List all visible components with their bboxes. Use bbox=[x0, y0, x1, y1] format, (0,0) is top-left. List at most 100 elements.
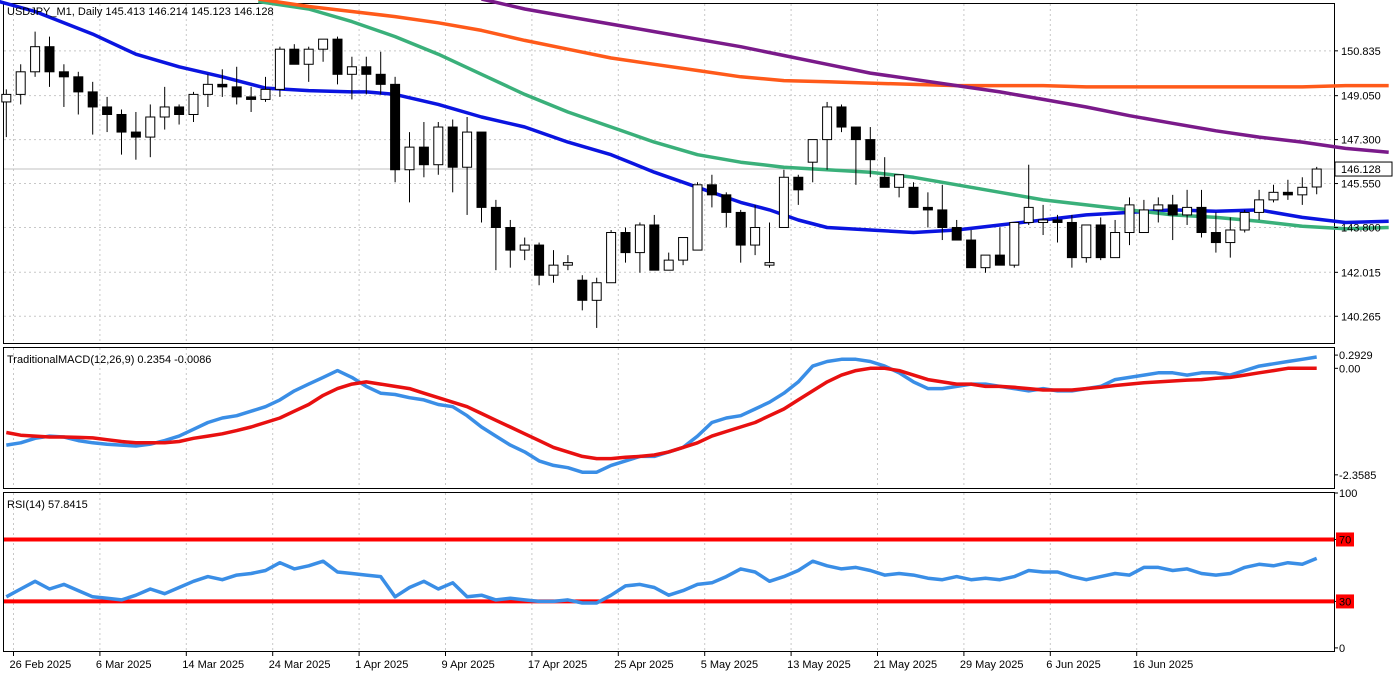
candle-body-down bbox=[865, 139, 876, 161]
candle-body-up bbox=[145, 116, 156, 138]
candle bbox=[620, 227, 631, 263]
candle bbox=[1052, 214, 1063, 243]
candle bbox=[1239, 209, 1250, 233]
candle bbox=[1182, 189, 1193, 225]
candle bbox=[404, 132, 415, 203]
x-axis-date-label: 1 Apr 2025 bbox=[355, 659, 408, 671]
candle-body-up bbox=[692, 184, 703, 251]
candle bbox=[87, 81, 98, 135]
candle bbox=[231, 66, 242, 105]
candle bbox=[807, 139, 818, 183]
candle-body-up bbox=[260, 88, 271, 100]
price-tick-label: 149.050 bbox=[1341, 91, 1381, 103]
candle bbox=[130, 111, 141, 160]
candle-body-up bbox=[1, 93, 12, 103]
rsi-panel-frame bbox=[3, 492, 1335, 652]
candle-body-down bbox=[793, 176, 804, 191]
candle-body-down bbox=[447, 126, 458, 168]
price-tick-label: 150.835 bbox=[1341, 46, 1381, 58]
candle-body-up bbox=[318, 38, 329, 50]
candle bbox=[922, 192, 933, 228]
x-axis-date-label: 16 Jun 2025 bbox=[1133, 659, 1194, 671]
candle-body-down bbox=[1167, 204, 1178, 216]
candle bbox=[1167, 194, 1178, 241]
x-axis-date-label: 26 Feb 2025 bbox=[10, 659, 72, 671]
axis-tick-labels: 150.835 149.050 147.300 145.550 143.800 142.0… bbox=[10, 46, 1393, 671]
x-axis-date-label: 17 Apr 2025 bbox=[528, 659, 587, 671]
candle bbox=[908, 182, 919, 208]
candle-body-up bbox=[346, 66, 357, 75]
candle-body-down bbox=[994, 254, 1005, 266]
candle-body-up bbox=[562, 262, 573, 266]
candle bbox=[894, 174, 905, 198]
candle-body-up bbox=[433, 126, 444, 166]
candle bbox=[865, 127, 876, 178]
rsi-line bbox=[5, 556, 1318, 605]
candle bbox=[476, 131, 487, 223]
candle bbox=[1311, 166, 1322, 195]
candle-body-down bbox=[87, 91, 98, 108]
candle bbox=[634, 222, 645, 273]
candle bbox=[692, 182, 703, 251]
candle bbox=[750, 204, 761, 256]
rsi-tick-label: 100 bbox=[1339, 488, 1357, 500]
candle-body-down bbox=[1282, 191, 1293, 196]
x-axis-date-label: 14 Mar 2025 bbox=[182, 659, 244, 671]
x-axis-date-label: 25 Apr 2025 bbox=[614, 659, 673, 671]
candle bbox=[246, 86, 257, 112]
x-axis-date-label: 13 May 2025 bbox=[787, 659, 851, 671]
candle bbox=[1110, 219, 1121, 259]
candle bbox=[159, 86, 170, 130]
candle bbox=[879, 157, 890, 188]
candle bbox=[202, 74, 213, 107]
candle bbox=[1066, 214, 1077, 268]
candle bbox=[706, 174, 717, 208]
candle bbox=[1153, 197, 1164, 223]
candle-body-up bbox=[822, 106, 833, 141]
candle-body-up bbox=[606, 232, 617, 284]
candle-body-down bbox=[73, 76, 84, 93]
candle-body-down bbox=[418, 146, 429, 166]
candle bbox=[678, 237, 689, 266]
x-axis-date-label: 5 May 2025 bbox=[701, 659, 758, 671]
candle bbox=[577, 275, 588, 311]
candle-body-down bbox=[505, 226, 516, 251]
candle-body-down bbox=[332, 38, 343, 75]
candle bbox=[462, 117, 473, 215]
candle-body-down bbox=[130, 131, 141, 138]
candle bbox=[980, 254, 991, 273]
candle bbox=[1268, 184, 1279, 203]
price-tick-label: 145.550 bbox=[1341, 179, 1381, 191]
candle-body-up bbox=[807, 139, 818, 163]
candle-body-down bbox=[174, 106, 185, 115]
candle-body-down bbox=[649, 224, 660, 271]
candle bbox=[793, 174, 804, 205]
candle-body-down bbox=[246, 96, 257, 100]
candle-body-up bbox=[764, 262, 775, 266]
candle-body-down bbox=[850, 126, 861, 141]
rsi-lines bbox=[4, 537, 1334, 605]
candle-body-down bbox=[534, 244, 545, 276]
candle-body-down bbox=[231, 86, 242, 98]
candle-body-down bbox=[620, 232, 631, 254]
x-axis-date-label: 24 Mar 2025 bbox=[269, 659, 331, 671]
candle bbox=[1210, 212, 1221, 253]
candle bbox=[606, 230, 617, 284]
candle-body-up bbox=[1081, 224, 1092, 259]
candle-body-up bbox=[1110, 232, 1121, 259]
candle-body-down bbox=[1095, 224, 1106, 259]
candle bbox=[937, 184, 948, 241]
candle-body-up bbox=[30, 46, 41, 73]
candle bbox=[390, 76, 401, 183]
candle-body-up bbox=[678, 237, 689, 261]
last-price-label: 146.128 bbox=[1341, 164, 1381, 176]
candle-body-down bbox=[908, 186, 919, 208]
candle-body-up bbox=[1138, 209, 1149, 234]
moving-average-line bbox=[258, 0, 1389, 89]
price-tick-label: 142.015 bbox=[1341, 267, 1381, 279]
candle bbox=[433, 122, 444, 175]
rsi-panel-label: RSI(14) 57.8415 bbox=[7, 499, 88, 511]
candle bbox=[1282, 179, 1293, 200]
rsi-tick-label: 70 bbox=[1339, 534, 1351, 546]
candle-body-up bbox=[1311, 168, 1322, 188]
